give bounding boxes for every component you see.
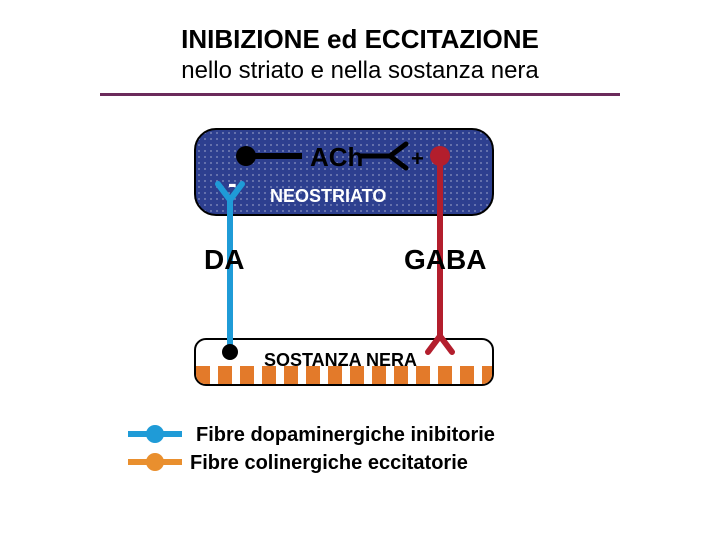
legend2-dot <box>146 453 164 471</box>
ach-y-arm2 <box>390 156 406 168</box>
neostriato-label: NEOSTRIATO <box>270 186 386 207</box>
legend1-dot <box>146 425 164 443</box>
gaba-start-dot <box>430 146 450 166</box>
minus-label: - <box>228 168 237 199</box>
ach-label: ACh <box>310 142 363 173</box>
ach-y-arm1 <box>390 144 406 156</box>
da-start-dot <box>222 344 238 360</box>
legend2-text: Fibre colinergiche eccitatorie <box>190 452 468 475</box>
gaba-label: GABA <box>404 244 486 276</box>
gaba-y-arm2 <box>440 336 452 352</box>
legend1-text: Fibre dopaminergiche inibitorie <box>196 424 495 447</box>
ach-start-dot <box>236 146 256 166</box>
da-label: DA <box>204 244 244 276</box>
plus-label: + <box>411 146 424 172</box>
sostanza-label: SOSTANZA NERA <box>264 350 417 371</box>
